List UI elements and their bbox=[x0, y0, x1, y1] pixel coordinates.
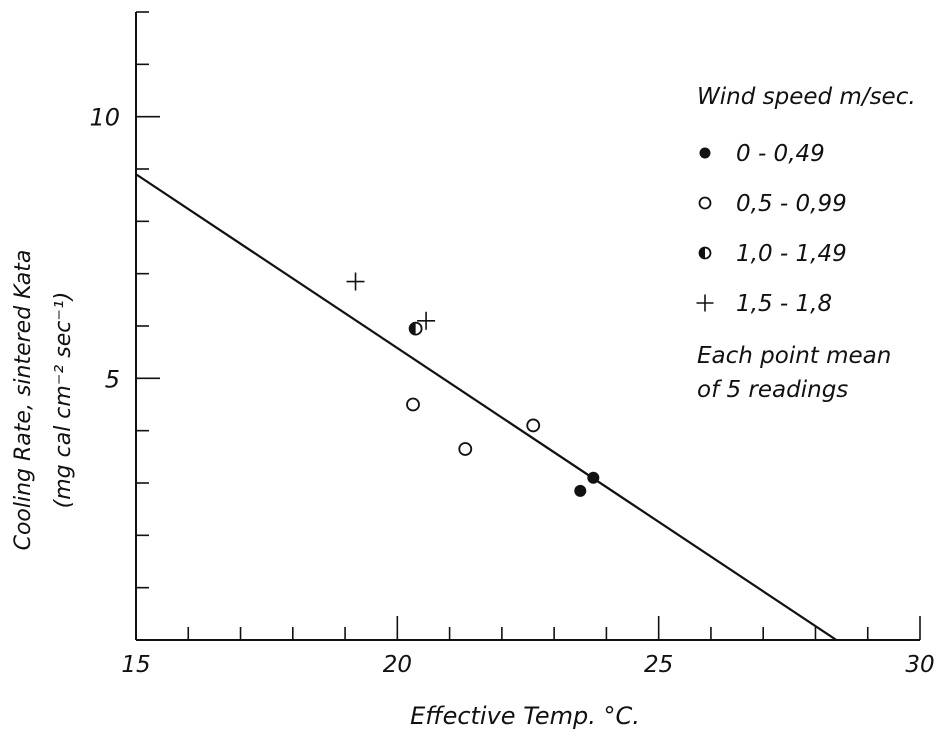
trend-line-group bbox=[135, 173, 837, 641]
marker-open-circle bbox=[406, 397, 420, 412]
marker-open-circle bbox=[526, 418, 541, 433]
legend-item: 0 - 0,49 bbox=[699, 141, 825, 167]
y-tick-label: 5 bbox=[105, 365, 120, 393]
x-tick-label: 25 bbox=[644, 652, 673, 678]
data-points bbox=[346, 272, 600, 497]
legend-item: 0,5 - 0,99 bbox=[698, 191, 847, 217]
legend-item-label: 0,5 - 0,99 bbox=[736, 191, 847, 217]
data-point bbox=[574, 484, 587, 497]
y-axis-label-line2: (mg cal cm⁻² sec⁻¹) bbox=[51, 292, 76, 509]
data-point bbox=[346, 272, 365, 291]
legend-items: 0 - 0,49 0,5 - 0,99 1,0 - 1,49 1,5 - 1,8 bbox=[696, 141, 847, 317]
legend-title: Wind speed m/sec. bbox=[697, 84, 916, 110]
x-tick-label: 15 bbox=[121, 652, 150, 678]
marker-open-circle bbox=[698, 196, 712, 210]
data-point bbox=[417, 311, 436, 330]
legend-note-line2: of 5 readings bbox=[697, 377, 848, 403]
marker-filled-circle bbox=[574, 484, 587, 497]
data-point bbox=[587, 471, 600, 484]
tick-marks bbox=[136, 11, 921, 640]
marker-half-circle-fill bbox=[699, 247, 705, 259]
data-point bbox=[408, 321, 423, 336]
data-point bbox=[458, 442, 473, 456]
legend-item: 1,0 - 1,49 bbox=[698, 241, 847, 267]
x-tick-label: 30 bbox=[905, 652, 934, 678]
x-tick-label: 20 bbox=[383, 652, 412, 678]
legend-item-label: 1,5 - 1,8 bbox=[736, 291, 832, 317]
marker-open-circle bbox=[458, 442, 473, 456]
data-point bbox=[406, 397, 420, 412]
y-axis-label-group: Cooling Rate, sintered Kata (mg cal cm⁻²… bbox=[11, 250, 76, 551]
marker-filled-circle bbox=[587, 471, 600, 484]
legend-item-label: 0 - 0,49 bbox=[736, 141, 825, 167]
marker-half-circle-fill bbox=[409, 322, 416, 335]
data-point bbox=[526, 418, 541, 433]
y-tick-label: 10 bbox=[89, 104, 120, 132]
legend-item-label: 1,0 - 1,49 bbox=[736, 241, 847, 267]
trend-line bbox=[135, 173, 837, 641]
tick-labels: 15 20 25 30 5 10 bbox=[89, 104, 934, 678]
marker-filled-circle bbox=[699, 147, 711, 159]
legend-item: 1,5 - 1,8 bbox=[696, 291, 832, 317]
y-axis-label-line1: Cooling Rate, sintered Kata bbox=[11, 250, 36, 551]
legend: Wind speed m/sec. 0 - 0,49 0,5 - 0,99 1,0 … bbox=[696, 84, 916, 403]
x-axis-label: Effective Temp. °C. bbox=[410, 702, 640, 730]
legend-note-line1: Each point mean bbox=[697, 343, 891, 369]
